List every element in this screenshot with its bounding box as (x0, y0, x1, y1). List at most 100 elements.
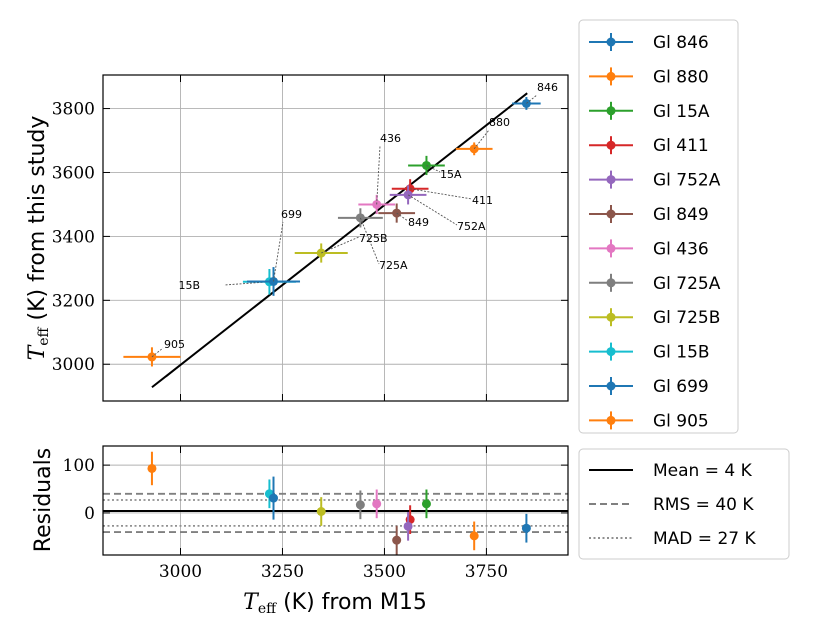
residual-point (421, 489, 431, 519)
annotation-leader (376, 145, 381, 205)
legend-entry: Gl 846 (589, 33, 709, 53)
residual-point (469, 521, 479, 551)
marker (147, 463, 157, 473)
annotation-752A: 752A (457, 220, 486, 233)
y-tick-label: 3000 (52, 355, 95, 375)
x-tick-label: 3500 (363, 562, 406, 582)
residuals-y-label: Residuals (31, 448, 56, 552)
main-frame (102, 74, 569, 402)
marker (469, 531, 479, 541)
x-tick-label: 3000 (159, 562, 202, 582)
legend-entry: Gl 15A (589, 101, 710, 122)
legend-label: Gl 752A (653, 171, 721, 191)
legend-label: Gl 411 (653, 136, 709, 156)
residual-point (355, 490, 365, 520)
axis-label-text: (K) from M15 (276, 590, 427, 615)
legend-label: Gl 436 (653, 239, 709, 259)
legend-rms-label: RMS = 40 K (653, 495, 754, 515)
legend-marker (606, 106, 616, 116)
annotation-leader (526, 94, 538, 104)
legend-marker (606, 278, 616, 288)
legend-marker (606, 175, 616, 185)
legend-entry: Gl 880 (589, 67, 709, 87)
annotation-725A: 725A (379, 259, 408, 272)
residuals-panel: 3000 3250 3500 3750 0 100 (63, 445, 569, 582)
axis-symbol: T (243, 590, 260, 615)
marker (403, 521, 413, 531)
legend-main: Gl 846 Gl 880 Gl 15A Gl 411 Gl 752A Gl 849 Gl … (578, 19, 739, 434)
marker (392, 535, 402, 545)
axis-symbol-sub: eff (36, 326, 52, 345)
annotation-15A: 15A (440, 168, 462, 181)
annotation-leader (359, 217, 380, 265)
annotation-15B: 15B (178, 279, 200, 292)
axis-symbol-sub: eff (258, 601, 277, 617)
legend-label: Gl 725A (653, 274, 721, 294)
marker (355, 500, 365, 510)
annotation-436: 436 (380, 132, 401, 145)
annotation-411: 411 (472, 194, 493, 207)
legend-label: Gl 15A (653, 102, 710, 122)
axis-labels: Teff (K) from M15 Teff (K) from this stud… (25, 116, 427, 617)
x-tick-label: 3250 (261, 562, 304, 582)
residual-point (521, 513, 531, 543)
legend-box (578, 19, 739, 434)
annotation-880: 880 (489, 116, 510, 129)
y-tick-label: 3400 (52, 227, 95, 247)
marker (372, 499, 382, 509)
y-axis-label: Teff (K) from this study (25, 116, 52, 361)
legend-entry: Gl 905 (589, 411, 709, 431)
annotation-leader (473, 129, 490, 150)
legend-marker (606, 312, 616, 322)
marker (521, 523, 531, 533)
annotation-905: 905 (164, 338, 185, 351)
legend-marker (606, 347, 616, 357)
legend-entry: Gl 752A (589, 170, 721, 191)
annotation-leader (273, 221, 284, 282)
legend-marker (606, 209, 616, 219)
annotation-846: 846 (537, 81, 558, 94)
legend-box (578, 448, 790, 560)
legend-entry: Gl 849 (589, 205, 709, 225)
y-tick-label: 3600 (52, 163, 95, 183)
residuals-frame (102, 445, 569, 556)
marker (316, 506, 326, 516)
legend-label: Gl 849 (653, 205, 709, 225)
residual-point (316, 497, 326, 526)
residual-point (403, 511, 413, 541)
legend-label: Gl 699 (653, 377, 709, 397)
residual-point (392, 525, 402, 555)
legend-marker (606, 243, 616, 253)
annotation-leader (426, 165, 441, 173)
legend-marker (606, 381, 616, 391)
legend-label: Gl 880 (653, 67, 709, 87)
legend-entry: Gl 725B (589, 308, 720, 328)
legend-marker (606, 415, 616, 425)
y-tick-label: 3800 (52, 100, 95, 120)
y-tick-label: 100 (63, 456, 95, 476)
residual-point (372, 489, 382, 519)
axis-label-text: (K) from this study (25, 116, 50, 328)
legend-entry: Gl 436 (589, 239, 709, 259)
legend-entry: Gl 15B (589, 342, 710, 363)
annotation-725B: 725B (359, 232, 388, 245)
legend-mad-label: MAD = 27 K (653, 529, 756, 549)
residual-point (147, 451, 157, 486)
legend-residuals: Mean = 4 K RMS = 40 K MAD = 27 K (578, 448, 790, 560)
legend-label: Gl 905 (653, 411, 709, 431)
annotation-leader (151, 347, 164, 358)
legend-label: Gl 15B (653, 343, 710, 363)
residual-point (269, 476, 278, 520)
marker (269, 493, 278, 503)
annotation-leader (396, 212, 409, 222)
y-tick-label: 3200 (52, 291, 95, 311)
legend-label: Gl 725B (653, 308, 720, 328)
legend-entry: Gl 699 (589, 377, 709, 397)
annotation-849: 849 (408, 216, 429, 229)
x-tick-label: 3750 (465, 562, 508, 582)
legend-mean-label: Mean = 4 K (653, 461, 753, 481)
legend-marker (606, 37, 616, 47)
legend-entry: Gl 725A (589, 273, 721, 294)
y-tick-label: 0 (84, 504, 95, 524)
